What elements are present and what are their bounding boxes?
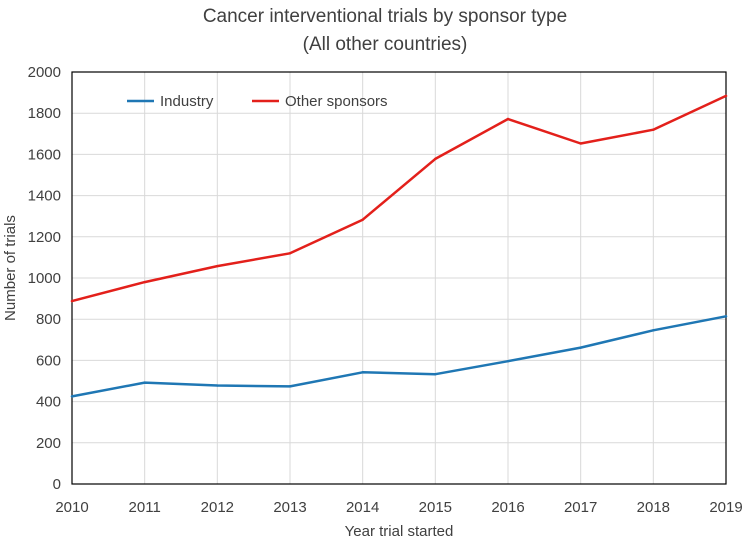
x-tick-label: 2010 <box>55 499 88 516</box>
data-point <box>724 94 728 98</box>
legend-label: Industry <box>160 93 214 110</box>
y-tick-label: 0 <box>53 476 61 493</box>
data-point <box>143 280 146 284</box>
data-point <box>361 218 364 221</box>
data-point <box>724 315 728 318</box>
y-tick-label: 1600 <box>28 146 61 163</box>
y-tick-label: 1400 <box>28 188 61 205</box>
data-point <box>506 117 510 121</box>
data-point <box>216 384 219 387</box>
x-axis-ticks: 2010 2011 2012 2013 2014 2015 2016 2017 2018 2019 <box>55 499 742 516</box>
x-tick-label: 2013 <box>273 499 306 516</box>
data-point <box>288 252 292 255</box>
x-tick-label: 2012 <box>201 499 234 516</box>
y-axis-label: Number of trials <box>2 215 19 321</box>
data-point <box>434 373 437 376</box>
series-lines <box>70 94 728 398</box>
y-tick-label: 200 <box>36 435 61 452</box>
x-tick-label: 2016 <box>491 499 524 516</box>
y-tick-label: 1800 <box>28 105 61 122</box>
legend: Industry Other sponsors <box>127 93 388 110</box>
x-axis-label: Year trial started <box>345 523 454 540</box>
series-line-other-sponsors <box>70 94 728 303</box>
x-tick-label: 2018 <box>637 499 670 516</box>
y-tick-label: 2000 <box>28 64 61 81</box>
x-tick-label: 2017 <box>564 499 597 516</box>
data-point <box>361 371 364 374</box>
y-tick-label: 600 <box>36 352 61 369</box>
x-tick-label: 2014 <box>346 499 379 516</box>
data-point <box>288 385 292 388</box>
plot-area-border <box>71 71 727 485</box>
data-point <box>70 395 74 398</box>
data-point <box>652 329 655 332</box>
x-tick-label: 2015 <box>419 499 452 516</box>
data-point <box>506 360 510 363</box>
data-point <box>70 299 74 303</box>
y-tick-label: 1200 <box>28 229 61 246</box>
chart-title-line-1: Cancer interventional trials by sponsor … <box>203 6 567 27</box>
y-tick-label: 400 <box>36 394 61 411</box>
y-tick-label: 800 <box>36 311 61 328</box>
data-point <box>216 264 219 268</box>
y-axis-ticks: 0 200 400 600 800 1000 1200 1400 1600 1800 2000 <box>28 64 61 493</box>
data-point <box>579 142 582 145</box>
data-point <box>143 381 146 384</box>
chart-title-line-2: (All other countries) <box>303 34 468 55</box>
y-tick-label: 1000 <box>28 270 61 287</box>
legend-label: Other sponsors <box>285 93 388 110</box>
series-line-industry <box>70 315 728 398</box>
data-point <box>579 346 582 349</box>
data-point <box>434 157 437 161</box>
x-tick-label: 2019 <box>709 499 742 516</box>
data-point <box>652 128 655 131</box>
x-tick-label: 2011 <box>129 499 161 516</box>
